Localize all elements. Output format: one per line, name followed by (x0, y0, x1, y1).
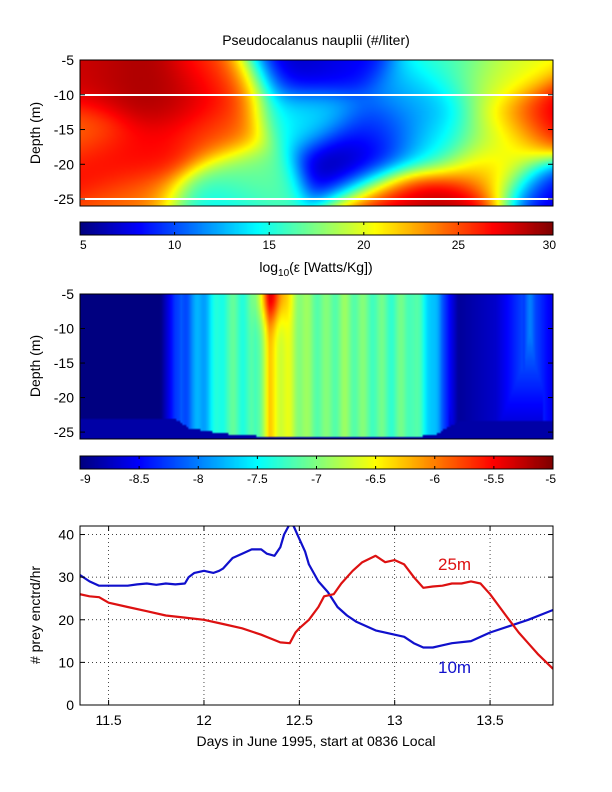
x-tick-label: 12 (196, 712, 212, 728)
panel-2-frame (79, 293, 554, 440)
colorbar-1-frame (79, 221, 554, 236)
y-tick-label: 30 (58, 569, 74, 585)
colorbar-tick-label: -7.5 (247, 472, 268, 486)
y-tick-label: -20 (54, 390, 74, 406)
y-tick-label: -25 (54, 191, 74, 207)
panel-2-dissipation-heatmap: -5-10-15-20-25 Depth (m) -9 -8.5 -8 -7.5 -7-… (27, 286, 556, 486)
panel-3-prey-encounter-chart: 11.5 12 12.5 13 13.5 0 10 20 30 40 # prey enctrd/… (27, 525, 554, 749)
panel-2-ylabel: Depth (m) (27, 335, 43, 397)
colorbar-tick-label: 15 (263, 238, 277, 252)
colorbar-tick-label: 20 (357, 238, 371, 252)
panel-2-y-ticks: -5 -10 -15 -20 -25 (54, 286, 553, 440)
y-tick-label: -15 (54, 122, 74, 138)
y-tick-label: 0 (66, 697, 74, 713)
dissipation-heatmap-image (80, 294, 553, 439)
y-tick-label: 40 (58, 527, 74, 543)
colorbar-tick-label: 30 (543, 238, 557, 252)
series-label-25m: 25m (438, 555, 471, 574)
panel-3-xlabel: Days in June 1995, start at 0836 Local (197, 733, 436, 749)
colorbar-tick-label: -5 (545, 472, 556, 486)
x-tick-label: 13 (387, 712, 403, 728)
colorbar-tick-label: 10 (168, 238, 182, 252)
panel-3-frame (79, 525, 554, 706)
colorbar-tick-label: -6 (429, 472, 440, 486)
panel-3-ticks: 11.5 12 12.5 13 13.5 0 10 20 30 40 (58, 526, 553, 728)
colorbar-tick-label: 25 (452, 238, 466, 252)
y-tick-label: 10 (58, 654, 74, 670)
panel-1-y-ticks: -5 -10 -15 -20 -25 (54, 52, 553, 207)
y-tick-label: -10 (54, 321, 74, 337)
colorbar-tick-label: 5 (80, 238, 87, 252)
colorbar-tick-label: -7 (311, 472, 322, 486)
x-tick-label: 11.5 (95, 712, 121, 728)
series-label-10m: 10m (438, 658, 471, 677)
panel-1-title: Pseudocalanus nauplii (#/liter) (222, 32, 410, 48)
colorbar-tick-label: -8.5 (129, 472, 150, 486)
y-tick-label: -5 (62, 52, 75, 68)
panel-3-background (80, 526, 553, 705)
panel-1-nauplii-heatmap: Pseudocalanus nauplii (#/liter) -5 -10 -15… (27, 32, 556, 279)
y-tick-label: -15 (54, 355, 74, 371)
y-tick-label: -5 (62, 286, 75, 302)
colorbar-2-ticks: -9 -8.5 -8 -7.5 -7 -6.5 -6 -5.5 -5 (79, 456, 556, 486)
cb2-gradient (80, 456, 553, 469)
cb1-gradient (80, 222, 553, 235)
x-tick-label: 13.5 (476, 712, 503, 728)
series-line-10m (80, 526, 553, 649)
colorbar-tick-label: -9 (80, 472, 91, 486)
y-tick-label: 20 (58, 612, 74, 628)
series-line-25m (80, 554, 553, 670)
y-tick-label: -10 (54, 87, 74, 103)
y-tick-label: -20 (54, 156, 74, 172)
y-tick-label: -25 (54, 424, 74, 440)
panel-1-ylabel: Depth (m) (27, 102, 43, 164)
colorbar-1-label: log10(ε [Watts/Kg]) (259, 259, 372, 279)
x-tick-label: 12.5 (286, 712, 313, 728)
panel-1-frame (79, 59, 554, 207)
colorbar-1-ticks: 5 10 15 20 25 30 (79, 222, 557, 252)
panel-3-series (80, 526, 553, 670)
colorbar-tick-label: -5.5 (484, 472, 505, 486)
nauplii-heatmap-image (80, 60, 553, 206)
panel-3-ylabel: # prey enctrd/hr (27, 566, 43, 664)
colorbar-tick-label: -8 (193, 472, 204, 486)
colorbar-tick-label: -6.5 (365, 472, 386, 486)
